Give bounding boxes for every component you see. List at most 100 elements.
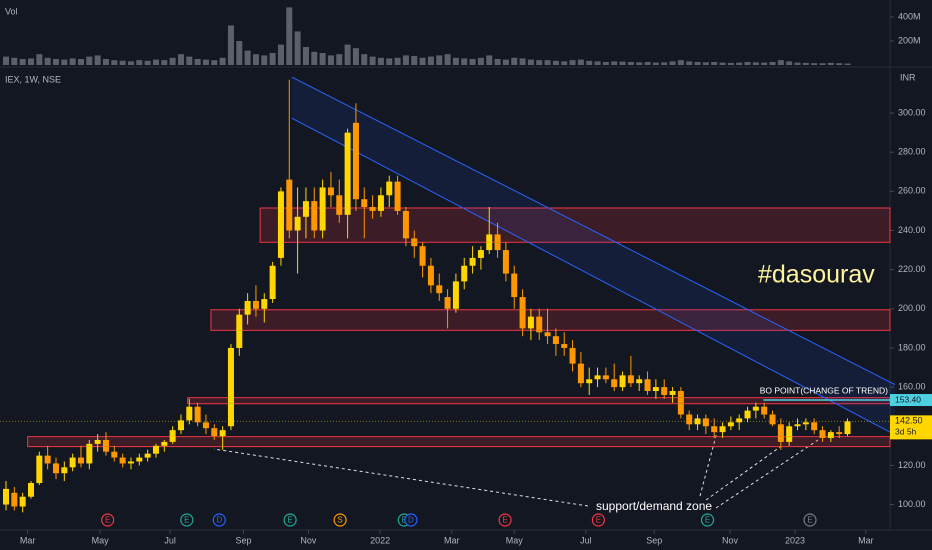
candle-body [186,406,193,421]
candle-body [511,273,518,298]
volume-bar [794,62,801,65]
candle-body [611,379,618,388]
candle-body [794,424,801,427]
volume-bar [436,55,443,65]
volume-bar [844,63,851,65]
volume-bar [277,44,284,65]
candle-body [544,332,551,337]
volume-bar [727,62,734,65]
volume-bar [744,62,751,65]
y-tick-label: 160.00 [898,381,926,391]
volume-bar [377,57,384,65]
candle-body [561,344,568,348]
candle-body [636,379,643,384]
volume-bar [586,60,593,65]
event-label: E [705,516,710,525]
volume-bar [761,62,768,65]
candle-body [752,406,759,411]
volume-bar [252,54,259,65]
bo-price-box [890,394,932,407]
volume-bar [544,60,551,65]
candle-body [811,422,818,431]
currency: INR [900,72,916,82]
candle-body [552,336,559,345]
volume-bar [702,62,709,65]
volume-bar [94,55,101,65]
x-tick-label: Sep [646,535,662,545]
candle-body [169,430,176,442]
volume-bar [244,50,251,65]
candle-body [261,299,268,309]
channel-line [291,117,896,436]
candle-body [311,201,318,231]
volume-bar [386,58,393,65]
x-tick-label: 2023 [785,535,805,545]
y-tick-label: 300.00 [898,107,926,117]
volume-bar [327,55,334,65]
candle-body [836,432,843,435]
bo-price-label: 153.40 [895,394,921,404]
volume-bar [52,59,59,65]
candle-body [661,387,668,395]
candle-body [819,430,826,438]
volume-bar [427,56,434,65]
candle-body [502,250,509,274]
event-label: E [287,516,292,525]
event-marker [404,513,418,527]
candle-body [286,179,293,231]
x-tick-label: 2022 [370,535,390,545]
candle-body [577,363,584,384]
candle-body [844,421,851,435]
event-marker [212,513,226,527]
volume-bar [119,60,126,65]
channel-line [291,76,896,386]
candle-body [269,265,276,300]
volume-bar [619,61,626,65]
volume-bar [161,60,168,65]
volume-bar [27,58,34,65]
x-tick-label: Nov [722,535,739,545]
candle-body [136,457,143,462]
volume-bar [769,62,776,65]
event-label: D [408,516,414,525]
volume-bar [561,61,568,65]
volume-bar [127,61,134,65]
y-tick-label: 200.00 [898,303,926,313]
volume-bar [669,61,676,65]
candle-body [711,426,718,433]
volume-bar [719,62,726,65]
candle-body [111,451,118,458]
volume-bar [136,60,143,65]
volume-bar [302,47,309,65]
y-tick-label: 220.00 [898,264,926,274]
candle-body [152,445,159,454]
candle-body [452,281,459,309]
x-tick-label: May [92,535,110,545]
volume-bar [169,57,176,65]
x-tick-label: Jul [164,535,176,545]
candle-body [244,300,251,315]
candle-body [669,391,676,395]
x-tick-label: May [506,535,524,545]
volume-bar [261,55,268,65]
volume-bar [111,60,118,65]
candle-body [477,250,484,258]
candle-body [11,492,18,507]
volume-bar [194,59,201,65]
event-marker [283,513,297,527]
arrows [213,431,819,509]
event-label: E [807,516,812,525]
y-tick-label: 260.00 [898,186,926,196]
event-marker [180,513,194,527]
event-marker [498,513,512,527]
watermark: #dasourav [758,261,875,289]
candle-body [527,316,534,329]
volume-bar [802,62,809,65]
event-label: E [184,516,189,525]
volume-bar [494,59,501,65]
candle-body [336,195,343,215]
volume-bar [569,60,576,65]
x-tick-label: Nov [300,535,317,545]
candle-body [719,426,726,433]
